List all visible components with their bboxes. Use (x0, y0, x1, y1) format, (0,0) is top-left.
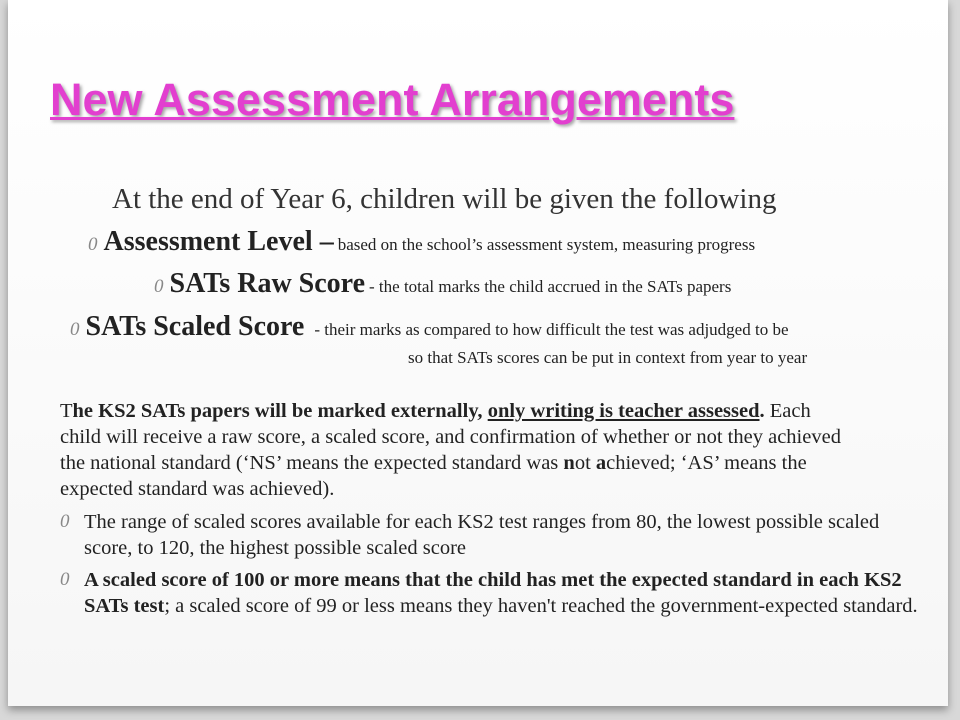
slide: New Assessment Arrangements At the end o… (8, 0, 948, 706)
bullet: 0 (88, 234, 98, 255)
text: T (60, 400, 73, 422)
item-label: SATs Scaled Score (85, 311, 305, 342)
bullet: 0 (154, 276, 164, 297)
bullet: 0 (60, 511, 70, 532)
text: a (595, 452, 607, 474)
bullet: 0 (70, 319, 80, 340)
text: he KS2 SATs papers will be marked extern… (72, 400, 488, 422)
intro: At the end of Year 6, children will be g… (112, 183, 777, 215)
point: 0 The range of scaled scores available fo… (60, 509, 924, 561)
text: n (563, 452, 575, 474)
paragraph: The KS2 SATs papers will be marked exter… (60, 398, 850, 502)
text: only writing is teacher assessed (487, 400, 760, 422)
text: The range of scaled scores available for… (84, 511, 880, 559)
text: ot (574, 452, 596, 474)
item-continuation: so that SATs scores can be put in contex… (408, 348, 808, 367)
text: chieved; ‘AS’ means the expected standar… (60, 452, 807, 500)
item-label: Assessment Level – (103, 226, 334, 257)
text: . (759, 400, 765, 422)
item-text: - the total marks the child accrued in t… (369, 277, 732, 296)
item: 0 Assessment Level – based on the school’… (88, 226, 755, 258)
point: 0 A scaled score of 100 or more means tha… (60, 567, 924, 619)
text: ; a scaled score of 99 or less means the… (164, 595, 918, 617)
item-label: SATs Raw Score (169, 268, 366, 299)
text: A scaled score of 100 or more means that… (84, 569, 902, 617)
item-text: - their marks as compared to how difficu… (314, 320, 789, 339)
item: 0 SATs Raw Score - the total marks the ch… (154, 268, 731, 300)
text: Each child will receive a raw score, a s… (60, 400, 841, 474)
item: 0 SATs Scaled Score - their marks as comp… (70, 311, 789, 343)
title: New Assessment Arrangements (50, 74, 735, 125)
bullet: 0 (60, 569, 70, 590)
item-text: based on the school’s assessment system,… (337, 235, 756, 254)
